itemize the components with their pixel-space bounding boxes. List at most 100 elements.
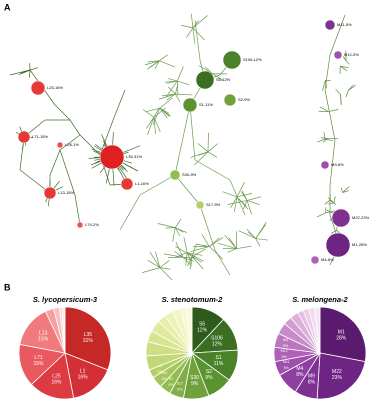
networks: L35-31% L1-16% L25-16% L71-15% L13-15% L74-2%… (9, 13, 370, 281)
edge (319, 106, 329, 112)
chart-title: S. stenotomum-2 (162, 295, 224, 304)
node-label: S2-9% (238, 97, 250, 102)
slice-value-label: 31% (83, 338, 94, 344)
edge (212, 73, 224, 81)
node (182, 97, 198, 113)
edge (230, 196, 238, 209)
slice-label: S1 (215, 355, 221, 361)
edge (238, 230, 256, 239)
edge (164, 80, 178, 83)
edge (246, 200, 260, 205)
edge (201, 234, 210, 247)
slice-value-label: 11% (214, 361, 224, 367)
slice-value-label: 12% (197, 328, 208, 334)
edge (192, 15, 208, 29)
edge (241, 190, 248, 201)
edge (161, 93, 176, 97)
edge (49, 149, 61, 176)
edge (345, 60, 350, 65)
pie-slice (185, 306, 193, 354)
edge (322, 80, 326, 91)
edge (173, 250, 184, 258)
edge (246, 200, 252, 215)
edge (59, 134, 81, 151)
edge (174, 104, 191, 176)
node-label: L1-16% (135, 181, 149, 186)
slice-label: M9 (308, 374, 315, 380)
edge (119, 194, 141, 231)
edge (149, 251, 161, 268)
node-label: L28-1% (65, 142, 79, 147)
edge (191, 248, 206, 257)
edge (328, 109, 339, 112)
edge (323, 138, 328, 143)
edge (324, 89, 336, 141)
node (99, 144, 125, 170)
slice-value-label: 3% (157, 370, 163, 374)
edge (328, 197, 335, 204)
slice-value-label: 28% (336, 336, 347, 342)
edge (316, 212, 326, 218)
edge (29, 67, 39, 71)
edge (222, 191, 238, 198)
slice-label: S9 (158, 364, 162, 368)
edge (142, 267, 160, 273)
pie-charts: S. lycopersicum-3L3531%L116%L2516%L7115%… (18, 295, 367, 400)
edge (153, 107, 160, 118)
node (324, 19, 336, 31)
edge (255, 224, 266, 239)
edge (348, 84, 354, 91)
slice-label: L13 (39, 330, 48, 336)
edge (182, 256, 195, 262)
slice-value-label: 4% (162, 377, 168, 381)
edge (195, 243, 210, 247)
edge (342, 186, 350, 193)
pie-slice (319, 306, 367, 363)
edge (157, 223, 176, 228)
edge (185, 252, 188, 266)
slice-label: L35 (84, 332, 93, 338)
pie-slice (316, 352, 366, 400)
edge (324, 54, 331, 91)
slice-label: M12 (281, 349, 288, 353)
edge (146, 117, 155, 129)
slice-label: S5 (199, 322, 205, 328)
node-label: M11-5% (337, 22, 352, 27)
edge (327, 202, 335, 205)
edge (142, 109, 155, 118)
slice-value-label: 15% (33, 361, 44, 367)
edge (155, 251, 161, 268)
pie-slice (64, 352, 109, 399)
edge (236, 196, 247, 207)
node (325, 232, 351, 258)
edge (79, 134, 101, 156)
chart-title: S. melongena-2 (292, 295, 348, 304)
edge (168, 86, 176, 95)
edge (174, 174, 201, 206)
node (320, 160, 330, 170)
edge (74, 194, 81, 226)
edge (329, 14, 346, 56)
pie-slice (30, 352, 75, 400)
edge (333, 196, 336, 203)
node-label: M9-8% (331, 162, 344, 167)
edge (190, 13, 194, 29)
edge (217, 242, 237, 250)
slice-value-label: 8% (296, 372, 304, 378)
panel-label: B (4, 282, 11, 292)
slice-label: S2 (206, 369, 212, 375)
edge (175, 245, 193, 257)
edge (236, 192, 253, 198)
edge (246, 228, 256, 239)
edge (186, 252, 196, 258)
edge (19, 169, 51, 194)
edge (174, 252, 188, 258)
edge (186, 27, 194, 38)
node-label: M1-28% (352, 242, 367, 247)
slice-label: S17 (177, 382, 183, 386)
edge (59, 149, 76, 196)
edge (192, 27, 205, 41)
node-label: S5-12% (216, 77, 231, 82)
slice-value-label: 5% (283, 344, 289, 348)
